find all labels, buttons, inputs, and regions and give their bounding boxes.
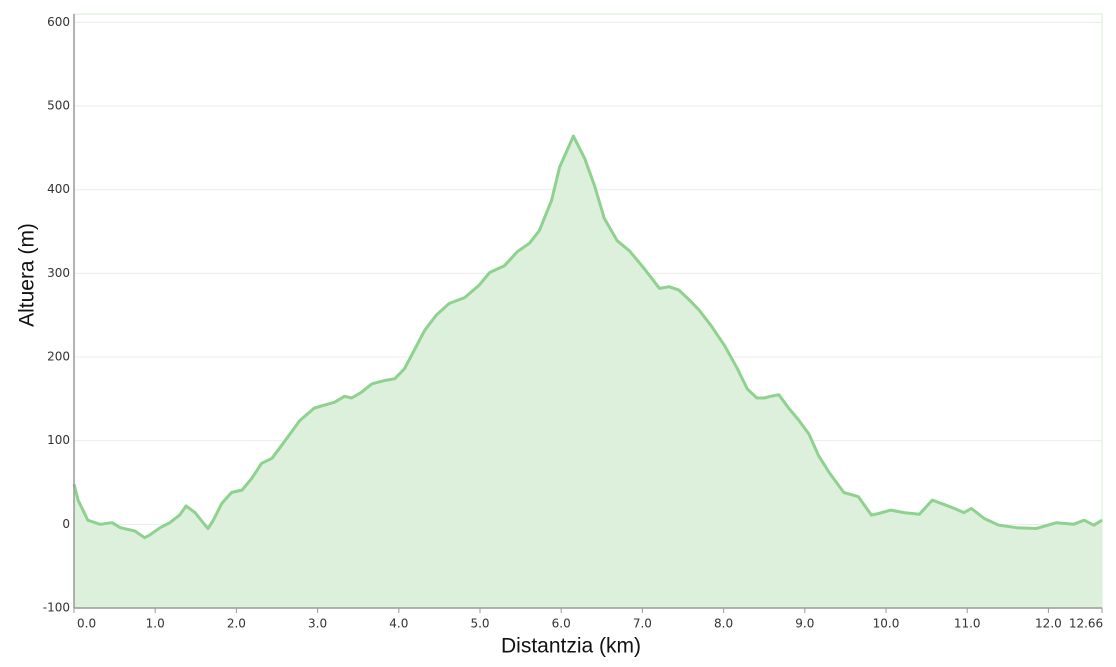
x-tick-label: 1.0 <box>146 617 165 631</box>
x-axis-title: Distantzia (km) <box>501 635 641 658</box>
x-tick-label: 9.0 <box>795 617 814 631</box>
x-tick-label: 0.0 <box>77 617 96 631</box>
x-tick-label: 3.0 <box>308 617 327 631</box>
x-tick-label: 5.0 <box>470 617 489 631</box>
x-tick-label: 10.0 <box>873 617 900 631</box>
x-tick-label: 2.0 <box>227 617 246 631</box>
y-tick-label: 300 <box>47 266 70 280</box>
y-tick-label: 0 <box>62 517 70 531</box>
y-axis-title: Altuera (m) <box>16 223 39 327</box>
y-tick-label: 500 <box>47 99 70 113</box>
y-tick-label: 100 <box>47 433 70 447</box>
x-tick-label: 12.66 <box>1069 617 1103 631</box>
y-tick-label: 600 <box>47 15 70 29</box>
elevation-line <box>72 134 1103 540</box>
x-tick-label: 12.0 <box>1035 617 1062 631</box>
x-tick-label: 7.0 <box>633 617 652 631</box>
x-tick-label: 11.0 <box>954 617 981 631</box>
x-tick-label: 4.0 <box>389 617 408 631</box>
y-tick-label: 200 <box>47 350 70 364</box>
x-tick-label: 8.0 <box>714 617 733 631</box>
y-tick-label: -100 <box>43 601 70 615</box>
y-tick-label: 400 <box>47 182 70 196</box>
area-fill <box>74 136 1102 608</box>
x-tick-label: 6.0 <box>552 617 571 631</box>
